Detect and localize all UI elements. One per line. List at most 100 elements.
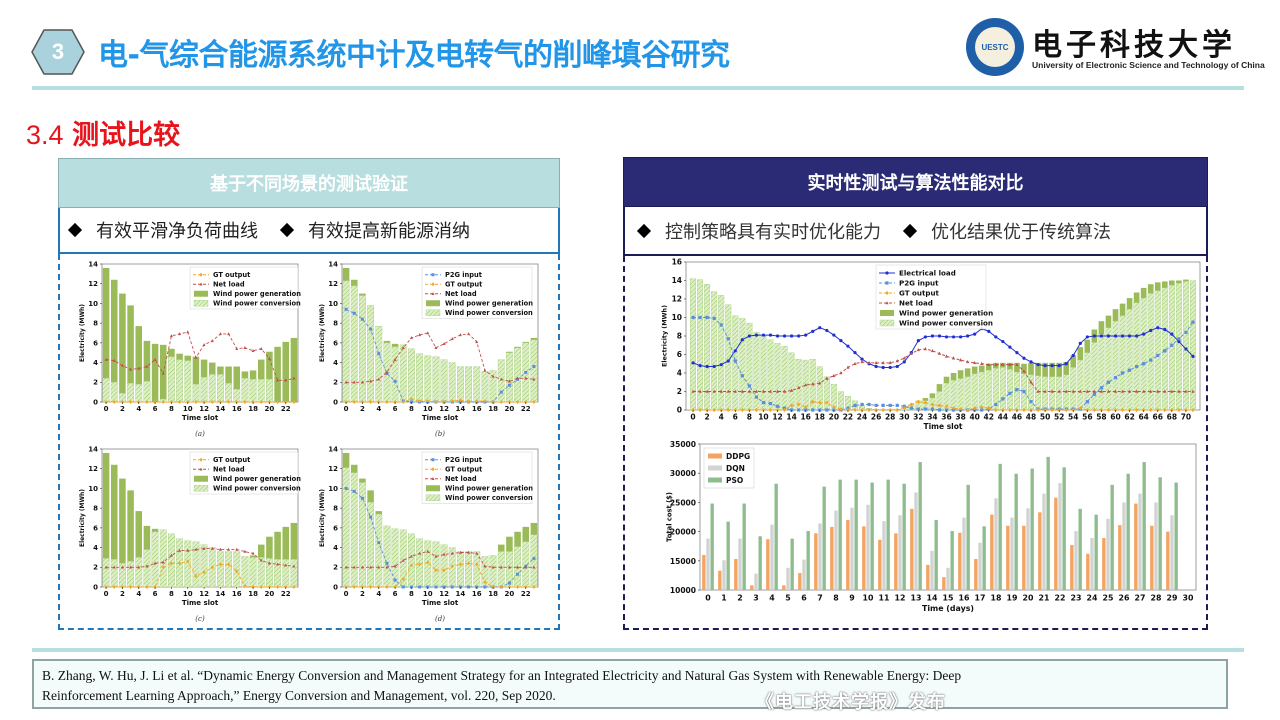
point-gt-output xyxy=(145,585,149,589)
point-net-load xyxy=(161,371,165,375)
bullet-text: 有效提高新能源消纳 xyxy=(308,221,470,242)
legend-label: Wind power conversion xyxy=(213,300,301,308)
point-electrical-load xyxy=(1057,364,1061,368)
point-net-load xyxy=(846,365,850,369)
x-tick-label: 2 xyxy=(360,590,365,598)
point-electrical-load xyxy=(782,334,787,338)
point-net-load xyxy=(775,389,780,393)
x-tick-label: 18 xyxy=(488,590,498,598)
bar-ddpg xyxy=(702,554,706,590)
point-gt-output xyxy=(243,400,247,404)
bar-wind-conversion xyxy=(257,379,265,403)
point-gt-output xyxy=(458,398,463,402)
point-net-load xyxy=(1029,380,1033,384)
x-tick-label: 60 xyxy=(1110,413,1120,422)
x-tick-label: 23 xyxy=(1071,594,1082,603)
bar-dqn xyxy=(786,567,790,590)
bar-ddpg xyxy=(958,532,962,590)
x-tick-label: 27 xyxy=(1135,594,1146,603)
x-tick-label: 70 xyxy=(1181,413,1191,422)
x-tick-label: 16 xyxy=(232,590,242,598)
bar-dqn xyxy=(1090,538,1094,590)
bar-wind-generation xyxy=(290,522,298,587)
point-net-load xyxy=(853,361,857,366)
bar-wind-conversion xyxy=(964,376,971,411)
point-net-load xyxy=(768,389,773,393)
legend-marker xyxy=(885,290,889,296)
bar-dqn xyxy=(994,498,998,590)
legend-marker xyxy=(885,301,889,305)
bar-wind-conversion xyxy=(781,346,788,411)
bar-wind-conversion xyxy=(497,359,505,403)
point-electrical-load xyxy=(874,364,878,369)
x-tick-label: 24 xyxy=(1087,594,1098,603)
point-gt-output xyxy=(832,405,836,410)
point-net-load xyxy=(169,553,173,557)
x-tick-label: 7 xyxy=(817,594,822,603)
point-net-load xyxy=(251,348,255,352)
bar-wind-conversion xyxy=(760,335,767,411)
point-net-load xyxy=(1085,389,1089,393)
point-gt-output xyxy=(210,400,214,404)
point-gt-output xyxy=(1050,407,1054,413)
point-net-load xyxy=(818,381,822,385)
point-net-load xyxy=(360,565,364,569)
y-tick-label: 6 xyxy=(93,339,98,347)
point-p2g-input xyxy=(804,408,808,412)
bar-wind-conversion xyxy=(135,557,143,588)
bar-dqn xyxy=(1010,517,1014,590)
chart-svg: 0 2 4 6 8 10 12 14 0 2 4 6 8 10 12 14 16 18 20 22 Time slot E… xyxy=(79,445,301,623)
x-tick-label: 16 xyxy=(232,405,242,413)
bar-ddpg xyxy=(814,533,818,590)
point-p2g-input xyxy=(352,489,356,493)
point-gt-output xyxy=(385,585,389,589)
bullet-text: 有效平滑净负荷曲线 xyxy=(96,221,258,242)
point-net-load xyxy=(524,565,528,569)
x-axis-label: Time slot xyxy=(182,414,219,422)
bar-pso xyxy=(950,531,954,590)
point-electrical-load xyxy=(966,334,970,338)
bar-wind-generation xyxy=(127,305,134,402)
x-tick-label: 38 xyxy=(955,413,965,422)
point-electrical-load xyxy=(797,334,801,338)
y-axis-label: Electricity (MWh) xyxy=(319,489,326,547)
bar-pso xyxy=(934,519,938,590)
x-tick-label: 1 xyxy=(721,594,726,603)
point-p2g-input xyxy=(980,408,984,412)
x-tick-label: 20 xyxy=(829,413,839,422)
bar-pso xyxy=(742,503,746,590)
point-gt-output xyxy=(818,400,822,405)
x-tick-label: 19 xyxy=(1007,594,1018,603)
point-net-load xyxy=(259,558,263,562)
point-gt-output xyxy=(839,406,843,412)
point-net-load xyxy=(292,376,296,380)
bar-pso xyxy=(1030,468,1034,590)
legend-marker xyxy=(431,282,435,287)
point-p2g-input xyxy=(360,317,364,321)
point-net-load xyxy=(860,359,864,364)
point-net-load xyxy=(499,565,503,569)
point-electrical-load xyxy=(1029,360,1033,364)
legend-label: PSO xyxy=(726,476,743,485)
point-net-load xyxy=(747,389,751,393)
x-tick-label: 14 xyxy=(216,405,226,413)
x-tick-label: 62 xyxy=(1124,413,1134,422)
bar-dqn xyxy=(1122,502,1126,590)
point-p2g-input xyxy=(1163,349,1167,353)
point-net-load xyxy=(832,373,836,378)
legend-marker xyxy=(431,273,435,277)
line-net-load xyxy=(693,348,1193,392)
point-gt-output xyxy=(112,585,116,589)
point-net-load xyxy=(1001,362,1005,366)
bar-pso xyxy=(870,482,874,590)
legend-label: Net load xyxy=(445,475,477,483)
bar-dqn xyxy=(914,492,918,590)
point-electrical-load xyxy=(1078,341,1082,345)
point-p2g-input xyxy=(1099,386,1104,390)
point-net-load xyxy=(1191,389,1195,393)
bar-wind-conversion xyxy=(424,355,432,403)
point-net-load xyxy=(194,355,198,359)
point-net-load xyxy=(369,565,373,569)
bar-wind-conversion xyxy=(143,381,151,403)
chart-scenario-a: 0 2 4 6 8 10 12 14 0 2 4 6 8 10 12 14 16 18 20 22 Time slot E… xyxy=(64,258,304,442)
